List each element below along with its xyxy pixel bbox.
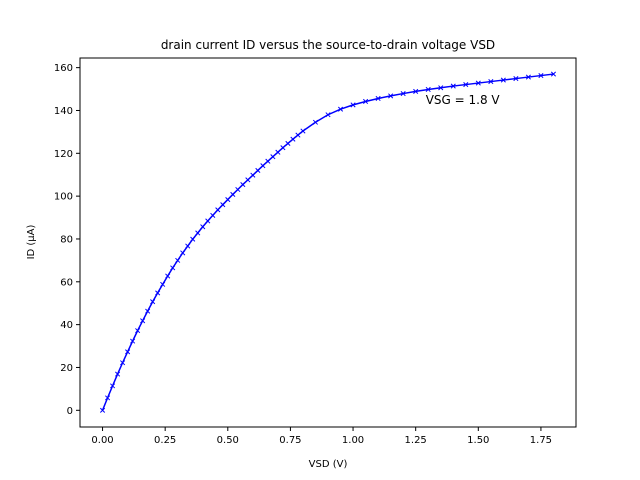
data-point-marker: [275, 149, 281, 155]
data-point-marker: [240, 182, 246, 188]
data-point-marker: [135, 328, 141, 334]
data-point-marker: [185, 243, 191, 249]
data-point-marker: [130, 338, 136, 344]
x-tick-label: 0.75: [279, 435, 301, 446]
data-point-marker: [170, 265, 176, 271]
data-point-marker: [375, 95, 381, 102]
x-tick-label: 0.25: [154, 435, 176, 446]
data-point-marker: [413, 88, 419, 94]
x-tick-label: 1.50: [467, 435, 489, 446]
data-point-marker: [115, 371, 121, 377]
data-point-marker: [190, 236, 196, 242]
data-point-marker: [400, 90, 406, 97]
data-point-marker: [99, 407, 106, 413]
data-point-marker: [488, 79, 494, 85]
y-tick-label: 40: [60, 320, 73, 331]
data-point-marker: [450, 83, 456, 89]
data-point-marker: [205, 218, 211, 224]
data-point-marker: [363, 98, 369, 105]
data-point-marker: [140, 318, 146, 324]
data-point-marker: [210, 212, 216, 218]
data-point-marker: [120, 360, 126, 366]
data-point-marker: [110, 383, 116, 389]
data-point-marker: [155, 290, 161, 296]
data-point-marker: [150, 299, 156, 305]
x-tick-label: 1.25: [405, 435, 427, 446]
data-point-marker: [425, 86, 431, 93]
data-point-marker: [195, 230, 201, 236]
data-point-marker: [285, 140, 291, 147]
data-point-marker: [438, 85, 444, 91]
y-tick-label: 100: [54, 192, 73, 203]
data-point-marker: [165, 273, 171, 279]
data-point-marker: [175, 257, 181, 263]
plot-area: [80, 58, 576, 427]
data-point-marker: [550, 71, 557, 77]
data-point-marker: [250, 172, 256, 178]
data-point-marker: [388, 93, 394, 99]
y-axis-label: ID (µA): [26, 224, 37, 259]
x-tick-label: 1.75: [530, 435, 552, 446]
y-tick-label: 160: [54, 63, 73, 74]
y-tick-label: 60: [60, 277, 73, 288]
data-point-marker: [245, 177, 251, 183]
data-point-marker: [475, 80, 481, 86]
data-point-marker: [265, 158, 271, 164]
x-axis: 0.00 0.25 0.50 0.75 1.00 1.25 1.50 1.75: [91, 427, 552, 446]
data-point-marker: [105, 395, 111, 401]
data-point-marker: [513, 76, 519, 82]
data-point-marker: [337, 106, 344, 112]
y-tick-label: 120: [54, 149, 73, 160]
y-tick-label: 80: [60, 234, 73, 245]
plot-frame: [79, 57, 577, 428]
x-axis-label: VSD (V): [309, 459, 348, 470]
data-point-marker: [325, 112, 331, 118]
data-point-marker: [200, 224, 206, 230]
data-point-marker: [290, 136, 296, 142]
data-point-marker: [180, 250, 186, 256]
data-point-marker: [220, 202, 226, 208]
vsg-annotation: VSG = 1.8 V: [426, 93, 501, 107]
y-tick-label: 140: [54, 106, 73, 117]
y-axis: 0 20 40 60 80 100 120 140 160: [54, 63, 80, 417]
data-point-marker: [215, 207, 221, 213]
data-point-marker: [125, 349, 131, 355]
data-point-marker: [525, 74, 531, 80]
data-point-marker: [312, 119, 319, 125]
y-tick-label: 20: [60, 363, 73, 374]
data-point-marker: [280, 145, 286, 151]
x-tick-label: 1.00: [342, 435, 364, 446]
data-point-marker: [225, 197, 231, 203]
data-point-marker: [260, 163, 266, 169]
data-point-marker: [160, 281, 166, 287]
data-point-marker: [500, 77, 506, 83]
data-point-marker: [538, 73, 544, 79]
plot-series: [99, 71, 557, 413]
x-tick-label: 0.50: [217, 435, 239, 446]
data-point-marker: [235, 186, 241, 193]
x-tick-label: 0.00: [91, 435, 113, 446]
data-point-marker: [255, 167, 261, 173]
data-point-marker: [300, 128, 306, 134]
y-tick-label: 0: [67, 406, 73, 417]
chart-title: drain current ID versus the source-to-dr…: [161, 38, 495, 52]
data-point-marker: [463, 82, 469, 88]
data-point-marker: [350, 102, 356, 108]
data-point-marker: [270, 154, 276, 160]
data-point-marker: [230, 191, 236, 197]
data-point-marker: [145, 308, 151, 314]
data-point-marker: [295, 132, 301, 138]
